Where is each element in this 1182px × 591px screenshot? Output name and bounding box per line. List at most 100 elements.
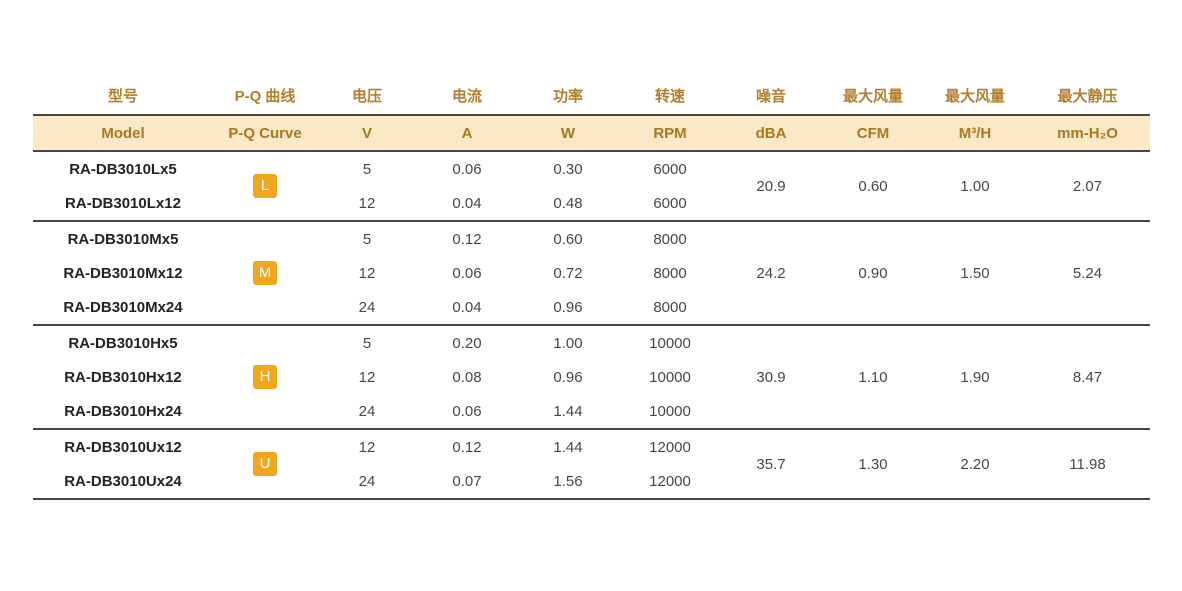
header-cn-model: 型号 [107,87,138,105]
cell-max-airflow-m3h: 1.50 [925,221,1025,326]
cell-voltage: 12 [358,438,376,456]
cell-pq-curve: H [213,325,317,430]
cell-model: RA-DB3010Lx5 [69,160,177,178]
header-en-model: Model [33,114,213,152]
pq-curve-badge-u: U [253,452,277,476]
cell-max-airflow-m3h: 1.00 [925,151,1025,222]
cell-pq-curve: U [213,429,317,500]
table-row: RA-DB3010Lx5 L 5 0.06 0.30 6000 20.9 0.60 1.00 2.… [33,151,1150,222]
cell-max-airflow-cfm: 1.10 [821,325,925,430]
cell-speed: 10000 [619,394,721,430]
header-cn-current: 电流 [451,87,482,105]
cell-voltage: 5 [362,334,372,352]
cell-noise: 35.7 [721,429,821,500]
cell-noise: 20.9 [721,151,821,222]
cell-speed: 6000 [653,160,687,178]
table-row: RA-DB3010Lx12 12 0.04 0.48 6000 [33,186,1150,222]
cell-power: 1.44 [553,438,583,456]
cell-power: 1.00 [553,334,583,352]
cell-speed: 8000 [653,230,687,248]
cell-current: 0.20 [452,334,482,352]
table-row: RA-DB3010Mx12 12 0.06 0.72 8000 [33,256,1150,290]
cell-max-airflow-m3h: 1.90 [925,325,1025,430]
cell-speed: 6000 [619,186,721,222]
header-cn-noise: 噪音 [755,87,786,105]
cell-power: 1.44 [517,394,619,430]
header-row-chinese: 型号 P-Q 曲线 电压 电流 功率 转速 噪音 最大风量 最大风量 最大静压 [33,76,1150,115]
fan-spec-table: 型号 P-Q 曲线 电压 电流 功率 转速 噪音 最大风量 最大风量 最大静压 Model P-Q C… [33,76,1150,500]
cell-current: 0.12 [452,438,482,456]
cell-power: 1.56 [517,464,619,500]
cell-noise: 24.2 [721,221,821,326]
cell-model: RA-DB3010Lx12 [33,186,213,222]
cell-voltage: 12 [358,264,376,282]
table-body: RA-DB3010Lx5 L 5 0.06 0.30 6000 20.9 0.60 1.00 2.… [33,151,1150,500]
pq-curve-badge-l: L [253,174,277,198]
cell-power: 0.96 [517,290,619,326]
cell-current: 0.04 [417,186,517,222]
cell-voltage: 5 [362,230,372,248]
cell-model: RA-DB3010Hx12 [64,368,182,386]
header-cn-voltage: 电压 [351,87,382,105]
cell-max-airflow-cfm: 0.60 [821,151,925,222]
cell-max-airflow-cfm: 0.90 [821,221,925,326]
cell-voltage: 24 [317,464,417,500]
cell-speed: 8000 [653,264,687,282]
cell-model: RA-DB3010Ux24 [33,464,213,500]
header-en-max-airflow-cfm: CFM [821,114,925,152]
table-row: RA-DB3010Hx12 12 0.08 0.96 10000 [33,360,1150,394]
cell-speed: 12000 [619,464,721,500]
cell-speed: 8000 [619,290,721,326]
cell-current: 0.06 [452,160,482,178]
cell-speed: 10000 [649,368,691,386]
table-row: RA-DB3010Hx5 H 5 0.20 1.00 10000 30.9 1.10 1.90 8… [33,325,1150,430]
cell-current: 0.08 [452,368,482,386]
table-row: RA-DB3010Mx5 M 5 0.12 0.60 8000 24.2 0.90 1.50 5.… [33,221,1150,326]
cell-model: RA-DB3010Mx5 [67,230,179,248]
header-en-max-airflow-m3h: M³/H [925,114,1025,152]
fan-spec-sheet: 型号 P-Q 曲线 电压 电流 功率 转速 噪音 最大风量 最大风量 最大静压 Model P-Q C… [33,76,1150,500]
cell-current: 0.06 [452,264,482,282]
header-cn-max-airflow-m3h: 最大风量 [944,87,1005,105]
header-cn-max-airflow-cfm: 最大风量 [842,87,903,105]
cell-voltage: 12 [358,368,376,386]
cell-voltage: 12 [317,186,417,222]
cell-speed: 10000 [649,334,691,352]
cell-max-airflow-cfm: 1.30 [821,429,925,500]
header-en-max-static-pressure: mm-H₂O [1025,114,1150,152]
header-cn-max-static-pressure: 最大静压 [1057,87,1118,105]
cell-pq-curve: M [213,221,317,326]
header-en-pq-curve: P-Q Curve [213,114,317,152]
cell-speed: 12000 [649,438,691,456]
cell-power: 0.30 [553,160,583,178]
cell-current: 0.04 [417,290,517,326]
cell-model: RA-DB3010Ux12 [64,438,182,456]
cell-power: 0.72 [553,264,583,282]
cell-current: 0.12 [452,230,482,248]
header-cn-speed: 转速 [654,87,685,105]
cell-current: 0.06 [417,394,517,430]
header-row-units: Model P-Q Curve V A W RPM dBA CFM M³/H mm-H₂O [33,114,1150,152]
cell-model: RA-DB3010Hx24 [33,394,213,430]
table-row: RA-DB3010Ux12 U 12 0.12 1.44 12000 35.7 1.30 2.2… [33,429,1150,500]
header-en-speed: RPM [619,114,721,152]
cell-max-static-pressure: 8.47 [1025,325,1150,430]
cell-max-static-pressure: 2.07 [1025,151,1150,222]
pq-curve-badge-m: M [253,261,277,285]
cell-power: 0.96 [553,368,583,386]
cell-voltage: 24 [317,290,417,326]
header-cn-pq-curve: P-Q 曲线 [234,87,296,105]
header-cn-power: 功率 [552,87,583,105]
header-en-noise: dBA [721,114,821,152]
table-row: RA-DB3010Mx24 24 0.04 0.96 8000 [33,290,1150,326]
table-row: RA-DB3010Ux24 24 0.07 1.56 12000 [33,464,1150,500]
header-en-voltage: V [317,114,417,152]
header-en-power: W [517,114,619,152]
cell-max-airflow-m3h: 2.20 [925,429,1025,500]
table-row: RA-DB3010Hx24 24 0.06 1.44 10000 [33,394,1150,430]
pq-curve-badge-h: H [253,365,277,389]
cell-noise: 30.9 [721,325,821,430]
header-en-current: A [417,114,517,152]
cell-max-static-pressure: 5.24 [1025,221,1150,326]
cell-model: RA-DB3010Mx24 [33,290,213,326]
